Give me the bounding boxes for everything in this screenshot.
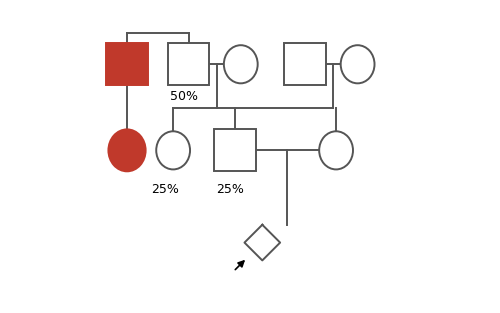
- Bar: [106, 44, 148, 85]
- Ellipse shape: [156, 131, 190, 169]
- Ellipse shape: [108, 129, 146, 171]
- Ellipse shape: [319, 131, 353, 169]
- Polygon shape: [244, 225, 280, 260]
- Text: 25%: 25%: [216, 182, 244, 196]
- Bar: [214, 130, 256, 171]
- Text: 25%: 25%: [152, 182, 180, 196]
- Bar: [168, 44, 209, 85]
- Ellipse shape: [340, 45, 374, 83]
- Ellipse shape: [224, 45, 258, 83]
- Bar: [284, 44, 326, 85]
- Text: 50%: 50%: [170, 90, 198, 103]
